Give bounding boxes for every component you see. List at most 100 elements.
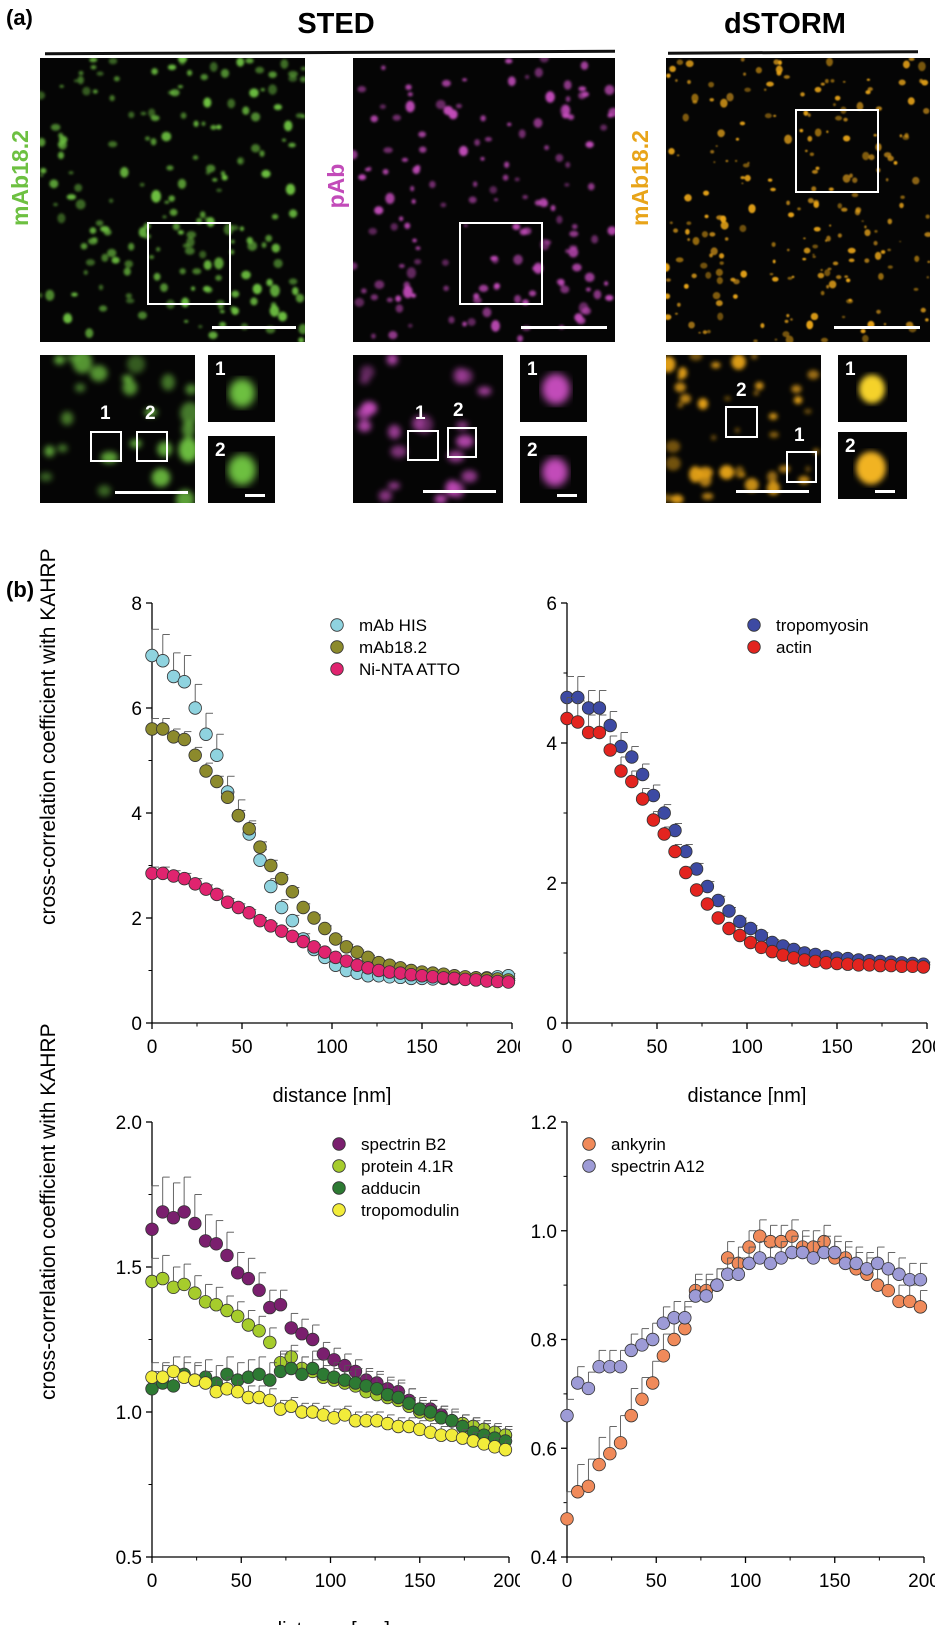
speckle — [157, 441, 172, 457]
speckle — [876, 309, 881, 314]
micrograph-dstorm-mab182 — [666, 58, 930, 342]
speckle — [847, 247, 856, 254]
legend-marker — [330, 640, 344, 654]
series-tropomyosin — [560, 676, 931, 971]
data-point — [560, 1512, 574, 1526]
legend-label: Ni-NTA ATTO — [359, 660, 460, 679]
speckle — [539, 58, 549, 63]
speckle — [724, 396, 731, 401]
speckle — [216, 124, 222, 130]
speckle — [85, 259, 95, 266]
speckle — [404, 222, 411, 229]
speckle — [462, 78, 467, 82]
scale-bar — [557, 494, 577, 497]
speckle — [578, 302, 589, 314]
data-point — [188, 1216, 202, 1231]
speckle — [108, 141, 118, 148]
speckle — [924, 232, 930, 237]
speckle — [268, 71, 277, 78]
speckle — [80, 242, 88, 250]
legend-marker — [747, 618, 761, 632]
speckle — [40, 91, 46, 100]
speckle — [545, 91, 555, 103]
speckle — [411, 199, 416, 204]
speckle — [893, 160, 898, 165]
data-point — [284, 1399, 298, 1413]
speckle — [797, 207, 801, 211]
speckle — [156, 247, 161, 252]
speckle — [604, 281, 609, 286]
speckle — [835, 275, 842, 280]
speckle — [686, 221, 692, 226]
speckle — [214, 257, 224, 270]
speckle — [867, 87, 873, 92]
speckle — [255, 66, 265, 74]
legend-label: tropomyosin — [776, 616, 869, 635]
speckle — [826, 58, 833, 67]
speckle — [720, 221, 729, 230]
micrograph-sted-pab — [353, 58, 615, 342]
speckle — [560, 285, 570, 294]
speckle — [740, 176, 745, 180]
speckle — [572, 263, 582, 272]
y-tick-label: 2.0 — [116, 1113, 142, 1134]
y-tick-label: 0 — [546, 1014, 557, 1035]
speckle — [556, 278, 565, 285]
data-point — [188, 748, 202, 762]
speckle — [57, 444, 68, 452]
speckle — [856, 101, 864, 111]
data-point — [722, 904, 736, 918]
inset-label: 1 — [527, 359, 538, 380]
data-point — [220, 790, 235, 804]
speckle — [786, 200, 790, 206]
speckle — [782, 331, 790, 338]
speckle — [246, 236, 253, 244]
speckle — [153, 272, 161, 281]
sted-rule — [44, 49, 616, 56]
speckle — [763, 88, 767, 91]
speckle — [95, 220, 104, 227]
speckle — [251, 144, 261, 153]
data-point — [199, 764, 213, 778]
region-1-box — [90, 431, 122, 462]
speckle — [675, 257, 684, 263]
speckle — [864, 229, 871, 237]
speckle — [514, 294, 522, 304]
speckle — [150, 138, 157, 146]
speckle — [440, 202, 447, 208]
speckle — [435, 99, 446, 110]
y-tick-label: 2 — [131, 909, 142, 930]
data-point — [284, 1361, 298, 1376]
speckle — [711, 362, 721, 369]
data-point — [252, 1324, 266, 1338]
dstorm-rule — [667, 50, 919, 55]
speckle — [817, 272, 825, 279]
legend-label: actin — [776, 638, 812, 657]
speckle — [137, 311, 147, 320]
scale-bar — [115, 491, 188, 494]
data-point — [581, 1381, 596, 1396]
data-point — [657, 806, 671, 820]
data-point — [177, 1205, 191, 1219]
speckle — [810, 312, 819, 321]
speckle — [216, 188, 222, 193]
speckle — [82, 86, 91, 96]
speckle — [666, 262, 670, 272]
speckle — [59, 85, 64, 88]
speckle — [50, 123, 61, 131]
data-point — [156, 722, 170, 736]
stain-label-1: mAb18.2 — [7, 130, 33, 226]
data-point — [581, 1479, 596, 1494]
data-point — [699, 1289, 713, 1303]
data-point — [763, 1256, 778, 1271]
speckle — [567, 114, 575, 120]
speckle — [591, 235, 599, 244]
speckle — [120, 166, 129, 178]
data-point — [339, 940, 354, 954]
speckle — [768, 413, 778, 420]
speckle — [273, 258, 283, 268]
speckle — [786, 313, 790, 318]
speckle — [862, 151, 870, 161]
speckle — [845, 278, 851, 283]
speckle — [677, 375, 683, 380]
